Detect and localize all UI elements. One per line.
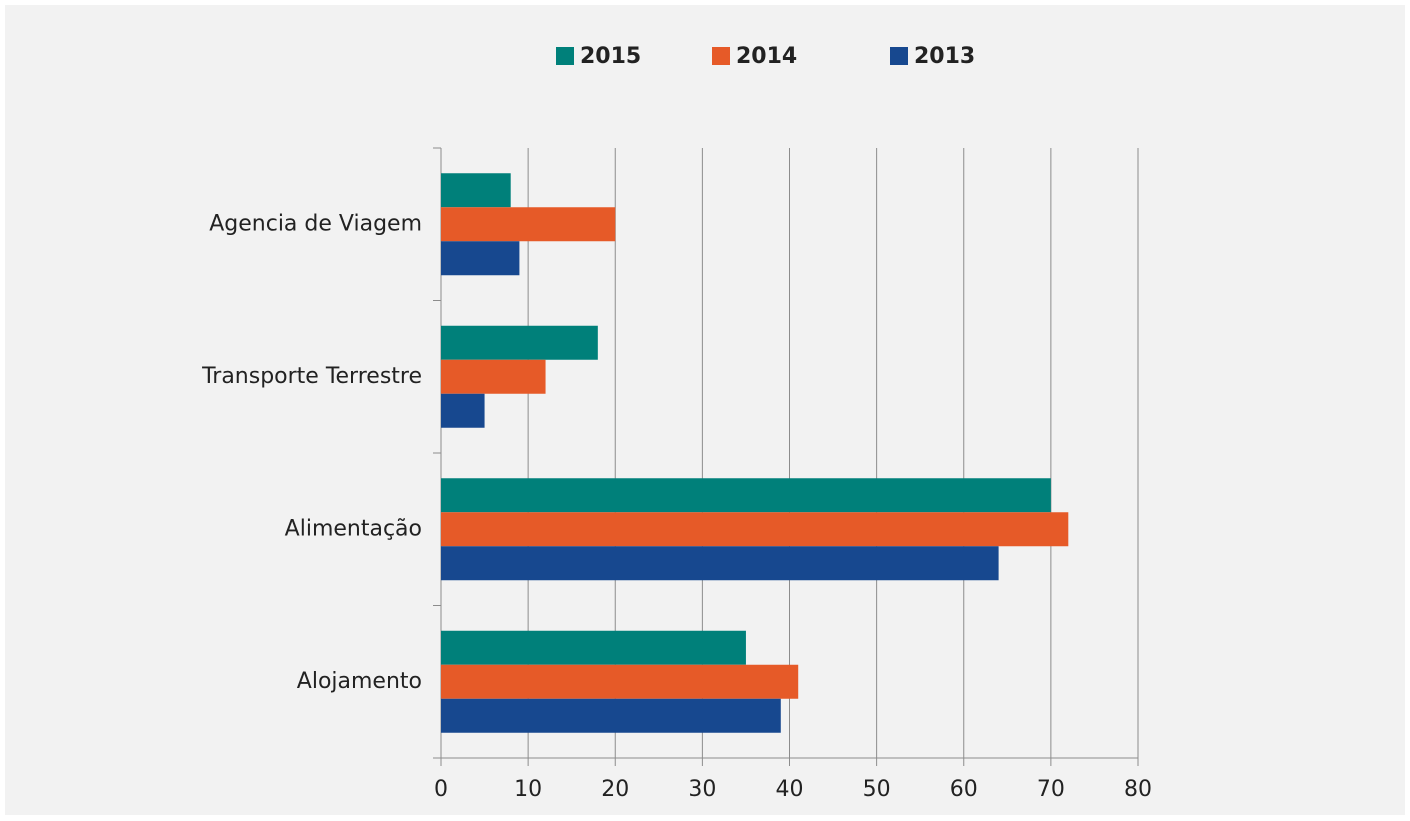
x-tick-label: 20 [601, 777, 629, 802]
x-tick-label: 30 [688, 777, 716, 802]
bar [441, 630, 746, 665]
x-tick-label: 50 [863, 777, 891, 802]
bar [441, 478, 1051, 513]
legend-text: 2013 [914, 44, 975, 69]
legend-swatch [890, 47, 908, 65]
x-tick-label: 0 [434, 777, 448, 802]
bar [441, 325, 598, 360]
y-tick-label: Alimentação [285, 516, 422, 541]
bar [441, 393, 485, 428]
y-tick-label: Agencia de Viagem [209, 211, 422, 236]
bar [441, 664, 799, 699]
bar [441, 546, 999, 581]
bar [441, 512, 1069, 547]
x-tick-label: 80 [1124, 777, 1152, 802]
x-tick-label: 10 [514, 777, 542, 802]
bar [441, 698, 781, 733]
legend-text: 2014 [736, 44, 797, 69]
x-tick-label: 60 [950, 777, 978, 802]
legend-swatch [712, 47, 730, 65]
bar [441, 207, 616, 242]
x-tick-label: 70 [1037, 777, 1065, 802]
x-tick-label: 40 [776, 777, 804, 802]
bar [441, 173, 511, 208]
legend-swatch [556, 47, 574, 65]
bar [441, 241, 520, 276]
bar [441, 359, 546, 394]
y-tick-label: Transporte Terrestre [201, 364, 422, 389]
y-tick-label: Alojamento [297, 669, 422, 694]
legend-text: 2015 [580, 44, 641, 69]
